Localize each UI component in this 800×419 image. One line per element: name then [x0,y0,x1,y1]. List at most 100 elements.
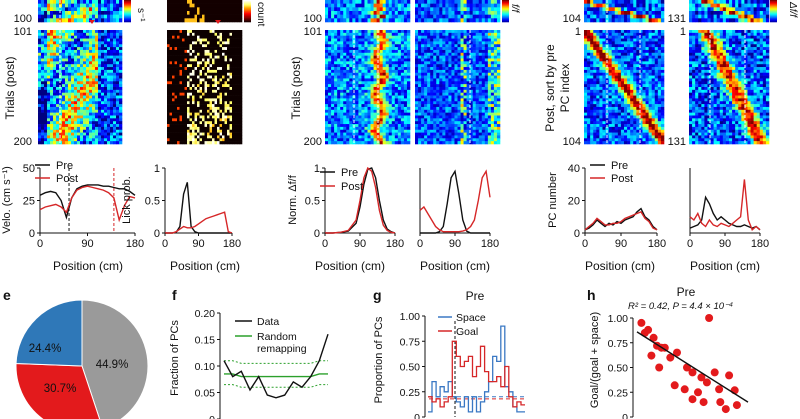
heat-cell [388,124,393,128]
heat-cell [92,124,96,128]
heat-cell [490,49,495,54]
heat-cell [83,49,87,54]
heat-cell [101,44,105,48]
heat-cell [340,89,344,93]
heat-cell [370,104,374,108]
heat-cell [424,106,428,111]
heat-cell [202,89,205,93]
heat-cell [232,61,235,65]
heat-cell [382,129,387,133]
heat-cell [104,112,108,116]
heat-cell [325,121,329,125]
heat-cell [119,18,123,23]
heat-cell [343,7,347,12]
heat-cell [376,112,380,116]
heat-cell [493,41,498,45]
heat-cell [68,0,72,4]
heat-cell [222,115,225,119]
heat-cell [484,3,489,8]
heat-cell [217,129,220,133]
heat-cell [391,126,396,131]
heat-cell [451,106,455,111]
heat-cell [394,141,399,145]
heat-cell [95,41,99,45]
heat-cell [167,132,170,136]
heat-cell [182,78,185,82]
heat-cell [424,14,428,19]
heat-cell [177,0,180,4]
heat-cell [222,135,225,139]
heat-cell [385,32,390,36]
heat-cell [385,41,390,45]
heat-cell [403,41,408,45]
heat-cell [202,95,205,99]
heat-cell [56,67,60,71]
heat-cell [107,67,111,71]
heat-cell [227,11,230,15]
heat-cell [89,47,93,51]
heat-cell [406,58,411,62]
heat-cell [56,109,60,113]
heat-cell [182,126,185,131]
heat-cell [328,58,332,62]
heat-cell [62,106,66,111]
heat-cell [367,67,371,71]
heat-cell [222,84,225,88]
heat-cell [237,52,240,56]
heat-cell [397,109,402,113]
heat-cell [192,95,195,99]
heat-cell [340,104,344,108]
heat-cell [219,30,223,34]
heat-cell [38,72,42,76]
heat-cell [86,109,90,113]
heat-cell [397,118,402,122]
heat-cell [172,7,175,12]
heat-cell [189,58,193,62]
heat-cell [167,126,170,131]
heat-cell [367,58,371,62]
heat-cell [337,124,341,128]
heat-cell [65,18,69,23]
heat-cell [358,95,362,99]
heat-cell [328,121,332,125]
heat-cell [406,115,411,119]
heat-cell [385,52,390,56]
heat-cell [367,0,371,4]
heat-cell [119,92,123,96]
heat-cell [475,41,480,45]
heat-cell [448,47,452,51]
heat-cell [424,41,428,45]
heat-cell [346,47,350,51]
heat-cell [65,72,69,76]
heat-cell [71,118,75,122]
heat-cell [334,135,338,139]
heat-cell [71,106,75,111]
heat-cell [224,72,228,76]
heat-cell [189,95,193,99]
heat-cell [65,55,69,59]
heat-cell [430,115,434,119]
heat-cell [212,121,215,125]
heat-cell [400,75,405,79]
heat-cell [89,44,93,48]
heat-cell [469,32,473,36]
heat-cell [490,41,495,45]
heat-cell [352,132,356,136]
heat-cell [101,126,105,131]
heat-cell [182,58,185,62]
heat-cell [202,3,205,8]
heat-cell [47,47,51,51]
heat-cell [179,129,183,133]
heat-cell [227,141,230,145]
heat-cell [237,126,240,131]
heat-cell [204,104,208,108]
heat-cell [448,32,452,36]
heat-cell [424,3,428,8]
heat-cell [436,3,440,8]
heat-cell [439,78,443,82]
heat-cell [86,14,90,19]
heat-cell [56,135,60,139]
heat-cell [219,44,223,48]
heat-cell [189,89,193,93]
heat-cell [358,98,362,102]
